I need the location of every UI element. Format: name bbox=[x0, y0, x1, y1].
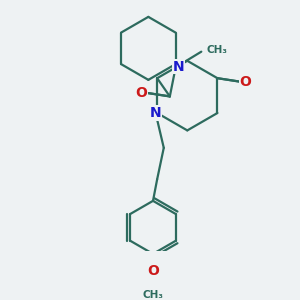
Text: O: O bbox=[147, 264, 159, 278]
Text: O: O bbox=[136, 86, 148, 100]
Text: O: O bbox=[240, 74, 252, 88]
Text: CH₃: CH₃ bbox=[206, 45, 227, 55]
Text: N: N bbox=[172, 60, 184, 74]
Text: N: N bbox=[150, 106, 161, 120]
Text: CH₃: CH₃ bbox=[142, 290, 164, 300]
